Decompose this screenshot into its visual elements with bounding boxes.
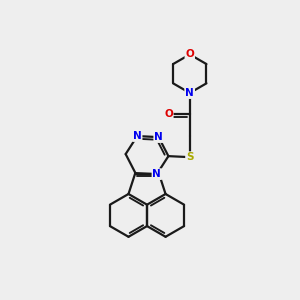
Text: N: N [185,88,194,98]
Text: O: O [164,110,173,119]
Text: S: S [186,152,194,162]
Text: O: O [185,50,194,59]
Text: N: N [185,88,194,98]
Text: N: N [133,131,142,141]
Text: N: N [154,132,163,142]
Text: N: N [152,169,161,179]
